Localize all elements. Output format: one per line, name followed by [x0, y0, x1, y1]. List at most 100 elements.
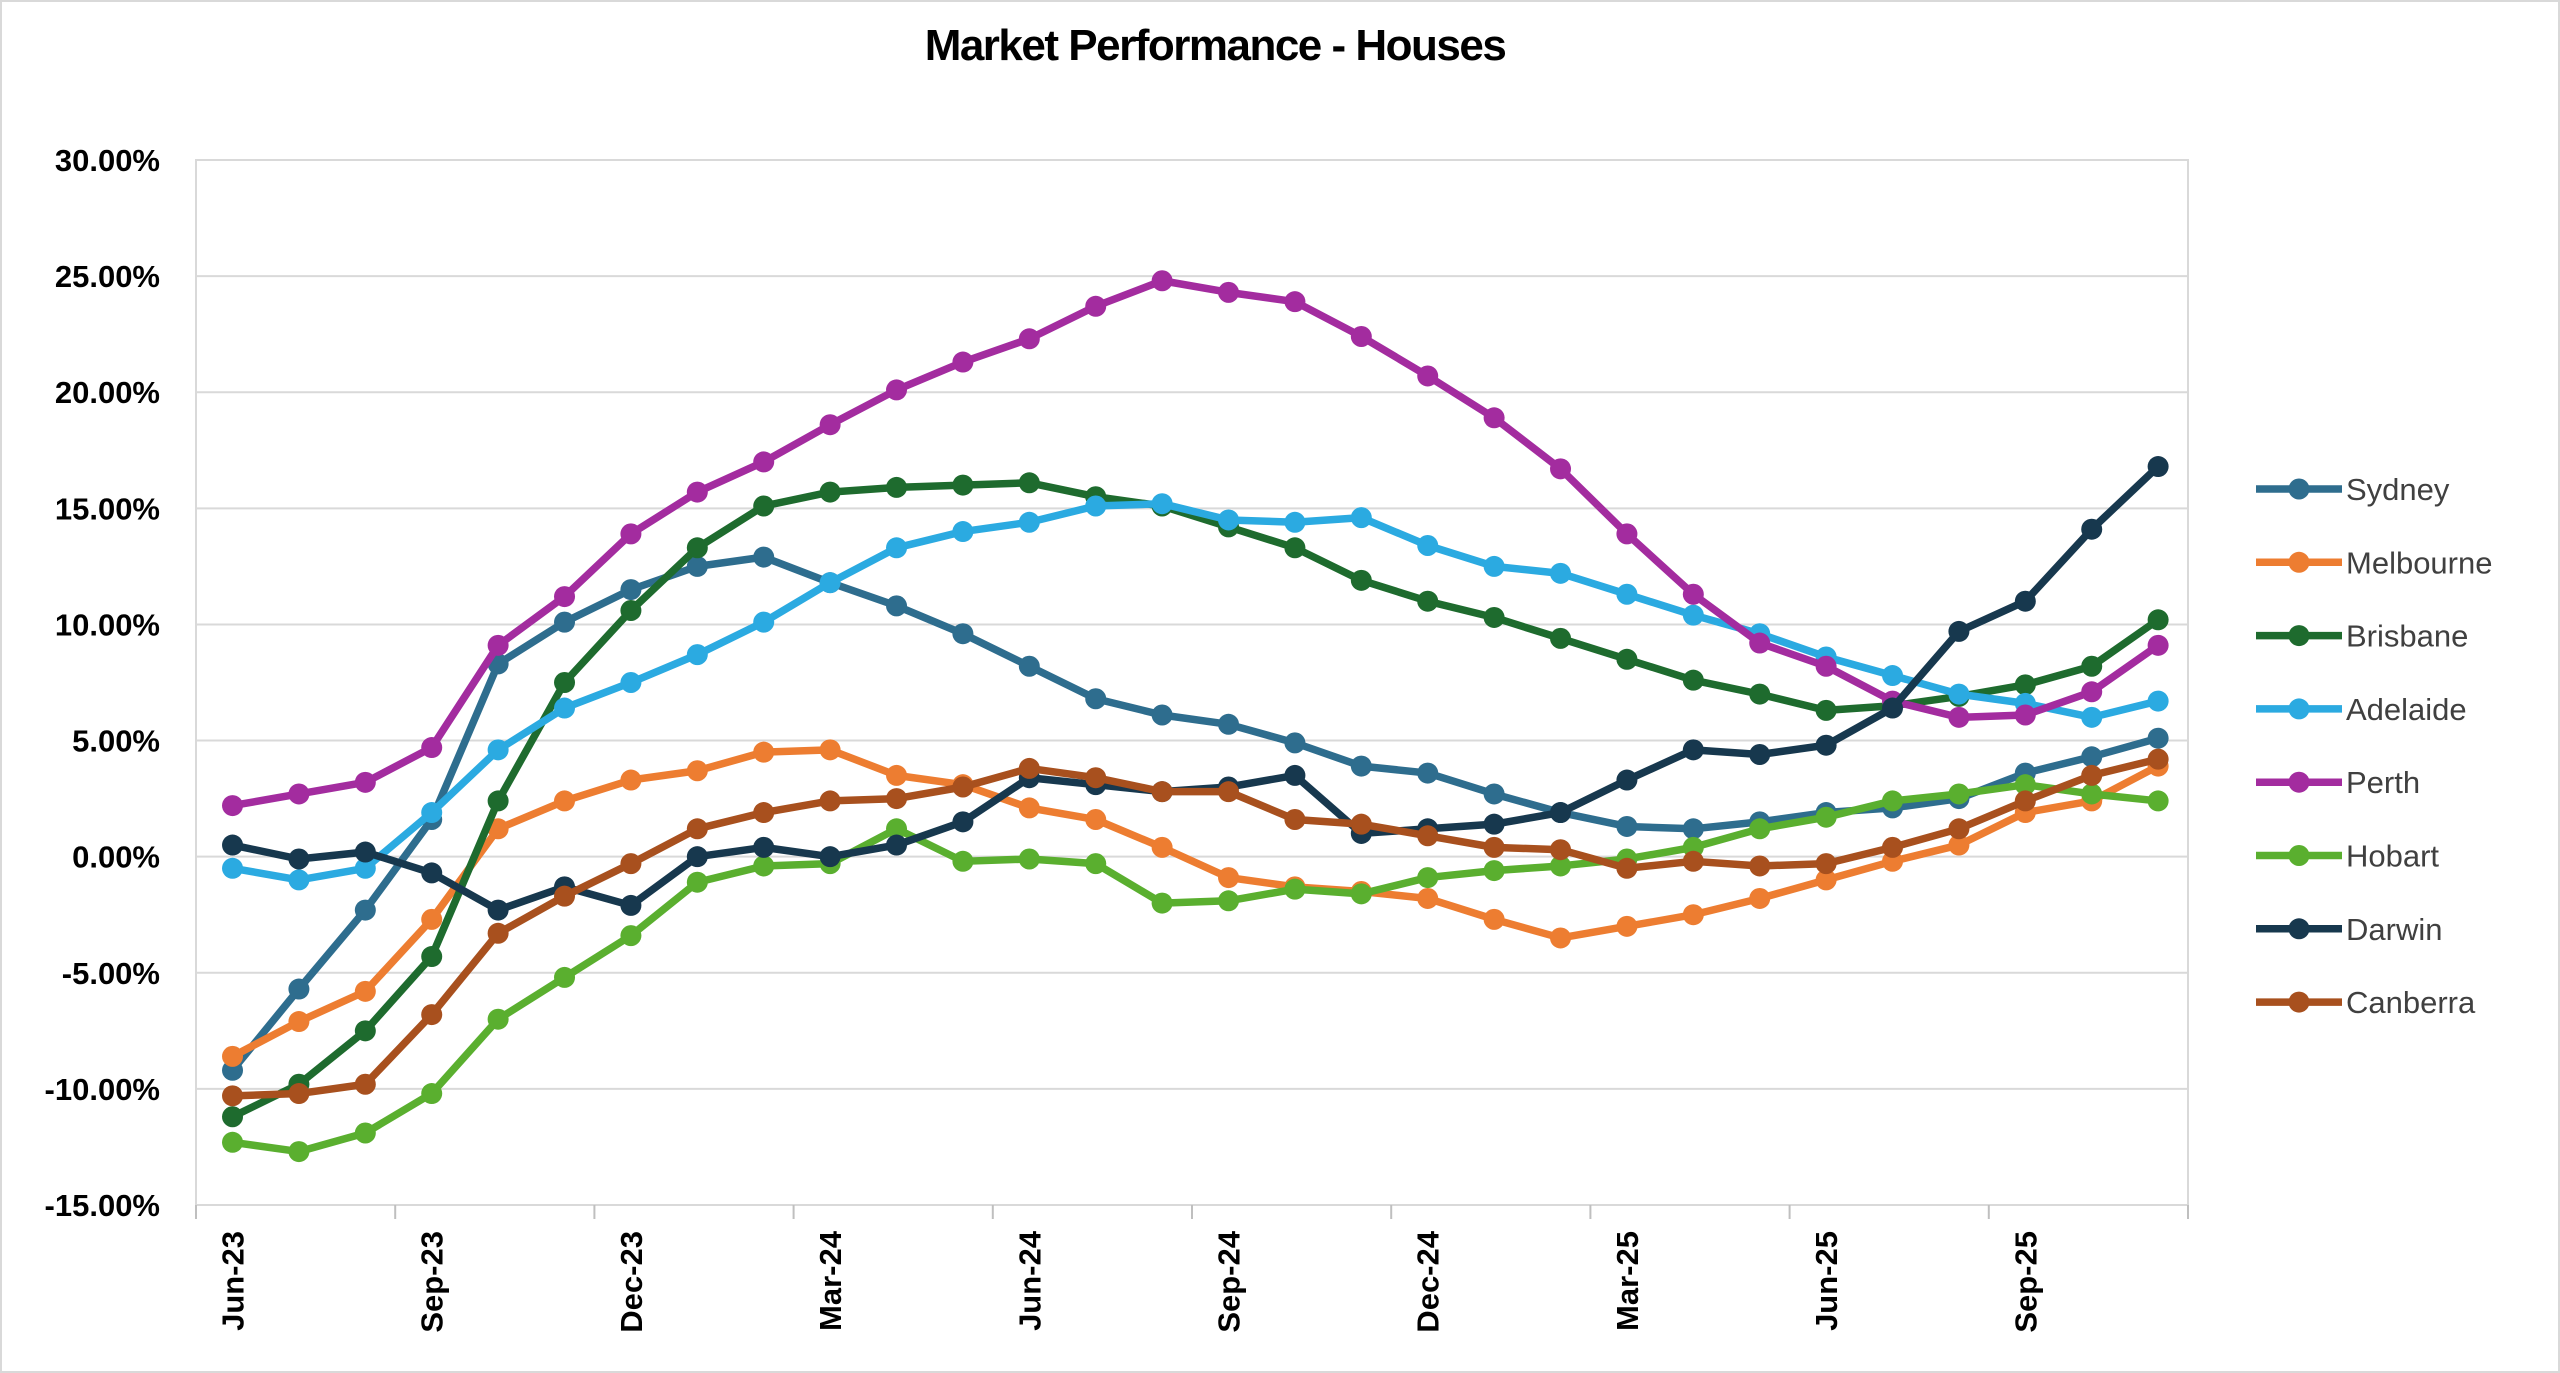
data-point — [1550, 927, 1572, 949]
data-point — [487, 790, 509, 812]
legend-item-melbourne[interactable]: Melbourne — [2256, 545, 2492, 580]
plot-series — [222, 270, 2169, 1163]
data-point — [354, 841, 376, 863]
data-point — [1018, 472, 1040, 494]
data-point — [421, 737, 443, 759]
data-point — [2014, 774, 2036, 796]
legend-item-brisbane[interactable]: Brisbane — [2256, 619, 2468, 654]
data-point — [1350, 325, 1372, 347]
data-point — [620, 925, 642, 947]
data-point — [1550, 855, 1572, 877]
data-point — [2081, 655, 2103, 677]
legend-marker-icon — [2288, 478, 2310, 500]
data-point — [222, 1085, 244, 1107]
data-point — [1085, 295, 1107, 317]
data-point — [1815, 853, 1837, 875]
data-point — [1417, 590, 1439, 612]
data-point — [1682, 904, 1704, 926]
data-point — [354, 1020, 376, 1042]
data-point — [819, 414, 841, 436]
data-point — [1483, 908, 1505, 930]
data-point — [1550, 627, 1572, 649]
data-point — [686, 871, 708, 893]
data-point — [952, 850, 974, 872]
data-point — [1682, 604, 1704, 626]
y-axis-tick-label: 20.00% — [55, 375, 160, 410]
data-point — [554, 966, 576, 988]
data-point — [288, 978, 310, 1000]
data-point — [886, 537, 908, 559]
y-axis-tick-label: -15.00% — [45, 1188, 160, 1223]
data-point — [1483, 860, 1505, 882]
data-point — [487, 922, 509, 944]
data-point — [886, 764, 908, 786]
legend-label: Brisbane — [2346, 619, 2468, 654]
x-axis-tick-label: Mar-25 — [1610, 1231, 1645, 1331]
x-axis-tick-label: Sep-24 — [1212, 1230, 1247, 1332]
data-point — [354, 1122, 376, 1144]
data-point — [487, 818, 509, 840]
legend: Sydney Melbourne Brisbane Adelaide Perth Hoba… — [2256, 472, 2492, 1020]
data-point — [620, 894, 642, 916]
data-point — [1616, 769, 1638, 791]
data-point — [1550, 839, 1572, 861]
legend-item-adelaide[interactable]: Adelaide — [2256, 692, 2467, 727]
data-point — [421, 862, 443, 884]
data-point — [952, 351, 974, 373]
legend-item-hobart[interactable]: Hobart — [2256, 839, 2439, 874]
data-point — [686, 537, 708, 559]
y-axis-tick-label: 15.00% — [55, 491, 160, 526]
data-point — [354, 980, 376, 1002]
y-axis-tick-label: -5.00% — [62, 956, 160, 991]
data-point — [1948, 834, 1970, 856]
data-point — [2014, 704, 2036, 726]
x-axis-tick-label: Jun-24 — [1012, 1230, 1047, 1331]
data-point — [1151, 704, 1173, 726]
legend-label: Sydney — [2346, 472, 2450, 507]
data-point — [1018, 328, 1040, 350]
data-point — [753, 495, 775, 517]
data-point — [620, 600, 642, 622]
legend-item-perth[interactable]: Perth — [2256, 765, 2420, 800]
y-axis-tick-label: 25.00% — [55, 259, 160, 294]
data-point — [1882, 790, 1904, 812]
series-line — [228, 277, 2162, 810]
data-point — [1018, 757, 1040, 779]
data-point — [1218, 713, 1240, 735]
legend-item-canberra[interactable]: Canberra — [2256, 985, 2476, 1020]
data-point — [2147, 690, 2169, 712]
legend-item-darwin[interactable]: Darwin — [2256, 912, 2442, 947]
data-point — [1483, 555, 1505, 577]
data-point — [1085, 495, 1107, 517]
data-point — [2081, 518, 2103, 540]
legend-label: Adelaide — [2346, 692, 2467, 727]
data-point — [2147, 790, 2169, 812]
data-point — [421, 1004, 443, 1026]
data-point — [1284, 291, 1306, 313]
y-axis-tick-label: 10.00% — [55, 607, 160, 642]
data-point — [1218, 890, 1240, 912]
data-point — [1749, 683, 1771, 705]
legend-label: Darwin — [2346, 912, 2442, 947]
data-point — [819, 846, 841, 868]
data-point — [2147, 727, 2169, 749]
data-point — [2147, 456, 2169, 478]
legend-marker-icon — [2288, 551, 2310, 573]
legend-label: Hobart — [2346, 839, 2439, 874]
data-point — [952, 521, 974, 543]
data-point — [620, 579, 642, 601]
data-point — [753, 546, 775, 568]
series-hobart — [222, 774, 2169, 1163]
data-point — [1882, 665, 1904, 687]
legend-item-sydney[interactable]: Sydney — [2256, 472, 2450, 507]
data-point — [1085, 809, 1107, 831]
data-point — [753, 855, 775, 877]
data-point — [1350, 507, 1372, 529]
data-point — [1948, 620, 1970, 642]
data-point — [1417, 762, 1439, 784]
x-axis-tick-label: Dec-23 — [614, 1231, 649, 1333]
data-point — [2147, 748, 2169, 770]
y-axis-tick-label: 0.00% — [72, 840, 160, 875]
data-point — [1350, 569, 1372, 591]
